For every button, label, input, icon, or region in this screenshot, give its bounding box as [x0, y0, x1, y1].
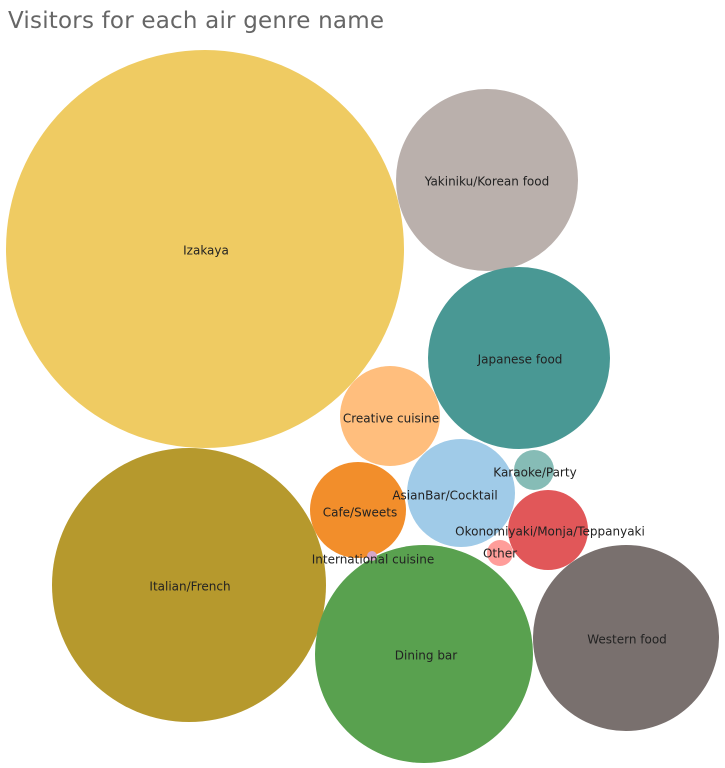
bubble-yakiniku-korean-food[interactable] [396, 89, 578, 271]
bubble-western-food[interactable] [533, 545, 719, 731]
bubble-izakaya[interactable] [6, 50, 404, 448]
bubble-dining-bar[interactable] [315, 545, 533, 763]
chart-title: Visitors for each air genre name [8, 8, 385, 34]
bubble-japanese-food[interactable] [428, 267, 610, 449]
bubble-international-cuisine[interactable] [367, 551, 377, 561]
bubble-karaoke-party[interactable] [514, 450, 554, 490]
bubble-creative-cuisine[interactable] [340, 366, 440, 466]
bubble-italian-french[interactable] [52, 448, 326, 722]
bubble-asianbar-cocktail[interactable] [407, 439, 515, 547]
bubble-okonomiyaki-monja-teppanyaki[interactable] [508, 490, 588, 570]
bubble-cafe-sweets[interactable] [310, 462, 406, 558]
bubble-other[interactable] [487, 540, 513, 566]
